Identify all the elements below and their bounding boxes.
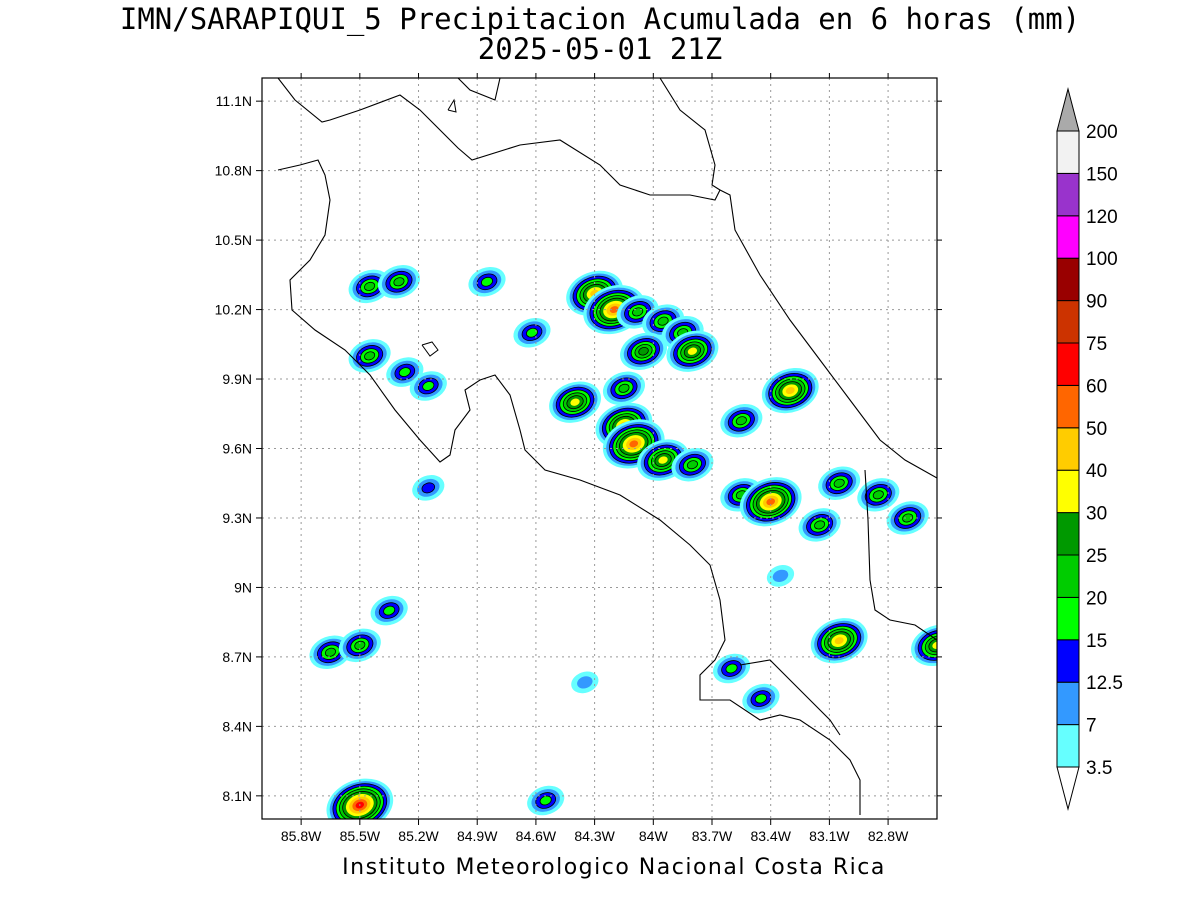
colorbar-label: 200 <box>1086 122 1118 143</box>
precip-cell <box>720 403 763 438</box>
map-title-line1: IMN/SARAPIQUI_5 Precipitacion Acumulada … <box>119 2 1081 36</box>
precip-cell <box>766 564 795 587</box>
colorbar-high-arrow <box>1056 87 1080 132</box>
precip-cell <box>326 778 394 819</box>
colorbar-label: 15 <box>1086 631 1107 652</box>
colorbar-swatch <box>1056 300 1080 344</box>
lon-tick-label: 84.3W <box>574 828 615 844</box>
precip-cell <box>666 330 719 372</box>
lat-tick-label: 8.4N <box>222 718 252 734</box>
precip-cell <box>412 475 445 501</box>
colorbar-label: 20 <box>1086 588 1107 609</box>
precip-cell <box>370 595 408 626</box>
precip-cell <box>818 466 861 500</box>
precip-cell <box>338 628 381 663</box>
precip-cell <box>810 618 868 664</box>
precip-cell <box>348 269 391 304</box>
precip-cell <box>886 501 929 535</box>
lat-tick-label: 10.2N <box>215 302 252 318</box>
colorbar-label: 7 <box>1086 716 1097 737</box>
precip-cell <box>739 477 802 527</box>
precip-cell <box>712 653 751 684</box>
colorbar-label: 75 <box>1086 334 1107 355</box>
colorbar-swatch <box>1056 257 1080 302</box>
colorbar-swatch <box>1056 681 1080 726</box>
colorbar-swatch <box>1056 512 1080 556</box>
precip-cell <box>549 381 602 423</box>
colorbar-label: 150 <box>1086 164 1118 185</box>
precip-cell <box>671 447 714 482</box>
map-title-line2: 2025-05-01 21Z <box>477 32 723 66</box>
lat-tick-label: 11.1N <box>216 93 252 109</box>
plot-area: 85.8W 85.5W 85.2W 84.9W 84.6W 84.3W 84W 83.7W 83… <box>215 73 942 844</box>
colorbar-swatch <box>1056 554 1080 598</box>
footer-credit: Instituto Meteorologico Nacional Costa R… <box>342 855 886 880</box>
lon-tick-label: 85.5W <box>340 828 381 844</box>
lat-tick-label: 10.8N <box>215 163 252 179</box>
precip-cell <box>911 624 937 666</box>
lon-tick-label: 85.8W <box>281 828 322 844</box>
lon-tick-label: 83.4W <box>750 828 791 844</box>
precip-cell <box>602 371 645 406</box>
precip-cell <box>377 265 420 299</box>
lon-tick-label: 84.9W <box>457 828 498 844</box>
lat-tick-label: 10.5N <box>215 232 252 248</box>
colorbar-swatch <box>1056 596 1080 641</box>
lat-tick-label: 8.1N <box>222 788 252 804</box>
lon-tick-label: 82.8W <box>868 828 909 844</box>
colorbar-label: 40 <box>1086 461 1107 482</box>
grid-lines <box>262 78 937 819</box>
colorbar-label: 120 <box>1086 207 1118 228</box>
colorbar-label: 100 <box>1086 249 1118 270</box>
precip-cell <box>798 508 841 542</box>
lat-tick-label: 9N <box>234 579 252 595</box>
colorbar-label: 25 <box>1086 546 1107 567</box>
colorbar-swatch <box>1056 130 1080 174</box>
colorbar-low-arrow <box>1056 766 1080 811</box>
precip-cell <box>742 683 780 714</box>
colorbar-label: 60 <box>1086 376 1107 397</box>
lat-tick-label: 9.6N <box>222 441 252 457</box>
colorbar-label: 12.5 <box>1086 673 1123 694</box>
colorbar-swatch <box>1056 384 1080 429</box>
colorbar-swatch <box>1056 342 1080 386</box>
axis-ticks: 85.8W 85.5W 85.2W 84.9W 84.6W 84.3W 84W 83.7W 83… <box>215 73 942 844</box>
colorbar: 3.5 7 12.5 15 20 25 30 40 50 60 75 90 100 120 150 200 <box>1056 87 1123 811</box>
precip-cell <box>571 671 599 694</box>
lon-tick-label: 85.2W <box>398 828 439 844</box>
precip-cell <box>857 478 900 512</box>
colorbar-swatch <box>1056 215 1080 259</box>
colorbar-swatch <box>1056 639 1080 683</box>
colorbar-swatch <box>1056 469 1080 514</box>
lat-tick-label: 9.3N <box>222 510 252 526</box>
precip-cell <box>527 785 565 816</box>
lon-tick-label: 84W <box>639 828 669 844</box>
lon-tick-label: 83.7W <box>692 828 733 844</box>
coastline <box>277 78 937 815</box>
colorbar-label: 50 <box>1086 419 1107 440</box>
colorbar-swatch <box>1056 427 1080 471</box>
colorbar-label: 3.5 <box>1086 758 1112 779</box>
lat-tick-label: 8.7N <box>222 649 252 665</box>
lat-tick-label: 9.9N <box>222 371 252 387</box>
lon-tick-label: 84.6W <box>516 828 557 844</box>
precip-cell <box>513 317 551 348</box>
colorbar-label: 90 <box>1086 292 1107 313</box>
colorbar-swatch <box>1056 724 1080 768</box>
colorbar-label: 30 <box>1086 504 1107 525</box>
precip-cell <box>761 367 819 414</box>
lon-tick-label: 83.1W <box>809 828 850 844</box>
colorbar-swatch <box>1056 172 1080 217</box>
precip-cell <box>468 266 506 297</box>
